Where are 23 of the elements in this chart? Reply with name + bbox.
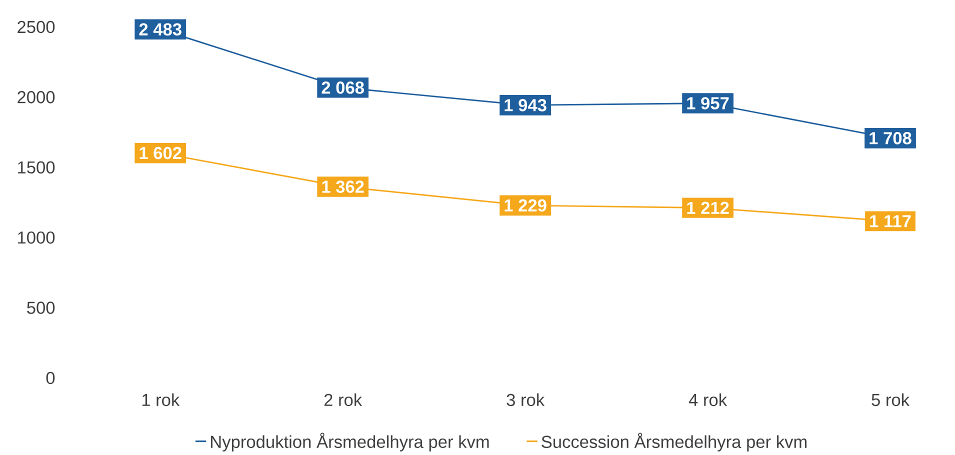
y-tick-label: 1000 bbox=[18, 231, 55, 244]
y-tick-label: 0 bbox=[46, 372, 55, 384]
data-label: 1 943 bbox=[504, 98, 546, 112]
y-tick-label: 2000 bbox=[18, 90, 55, 104]
data-label: 1 212 bbox=[687, 202, 729, 214]
x-tick-label: 1 rok bbox=[142, 393, 180, 406]
data-label: 1 957 bbox=[687, 96, 729, 110]
legend-label: Nyproduktion Årsmedelhyra per kvm bbox=[211, 432, 489, 452]
x-tick-label: 5 rok bbox=[872, 393, 910, 406]
y-tick-label: 2500 bbox=[18, 20, 55, 34]
data-label: 2 068 bbox=[322, 81, 364, 94]
data-label: 1 602 bbox=[140, 146, 182, 160]
x-tick-label: 2 rok bbox=[324, 393, 362, 406]
data-label: 1 708 bbox=[870, 132, 912, 144]
data-label: 1 229 bbox=[504, 199, 546, 212]
x-tick-label: 3 rok bbox=[506, 393, 545, 406]
y-tick-label: 500 bbox=[27, 302, 55, 314]
data-label: 1 362 bbox=[322, 180, 364, 193]
y-tick-label: 1500 bbox=[18, 161, 55, 174]
data-label: 2 483 bbox=[139, 23, 182, 36]
x-tick-label: 4 rok bbox=[688, 393, 728, 406]
legend-label: Succession Årsmedelhyra per kvm bbox=[542, 432, 806, 452]
data-label: 1 117 bbox=[870, 215, 911, 228]
